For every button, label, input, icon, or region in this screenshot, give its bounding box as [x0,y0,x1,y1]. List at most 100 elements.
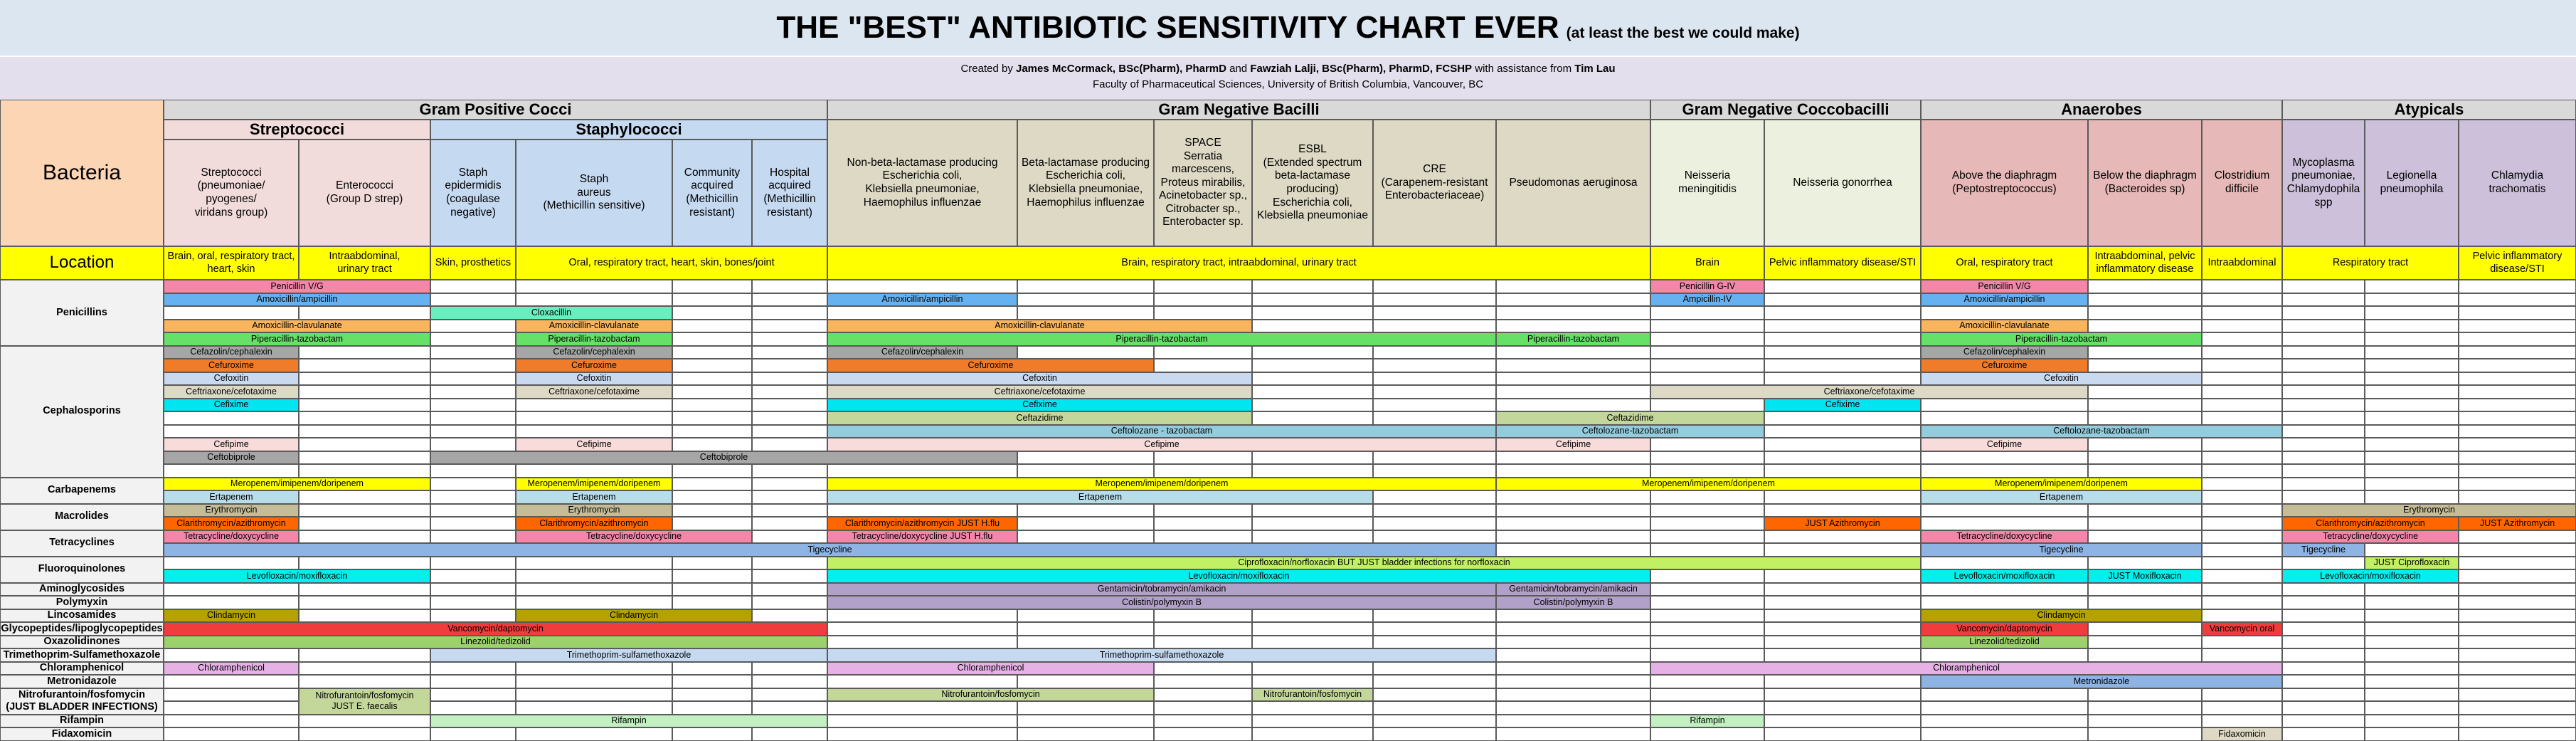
grid-cell [1373,345,1496,359]
grid-cell [2202,569,2282,583]
grid-cell [827,280,1017,293]
grid-cell [430,372,516,385]
grid-cell [2282,648,2365,662]
grid-cell [2365,319,2459,332]
grid-cell [1921,648,2088,662]
grid-cell [752,609,827,622]
grid-cell [672,569,752,583]
grid-cell [430,464,516,478]
grid-cell [2365,582,2459,596]
grid-cell [516,293,672,306]
grid-cell [2282,345,2365,359]
grid-cell [430,727,516,741]
coverage-bar: Clindamycin [164,609,299,622]
grid-cell [1650,503,1764,517]
grid-cell [2202,517,2282,530]
grid-cell [1017,675,1154,688]
grid-cell [1496,464,1650,478]
coverage-bar: Ceftobiprole [164,451,299,464]
coverage-bar: Cefazolin/cephalexin [1921,345,2088,359]
grid-cell [1154,727,1252,741]
antibiotic-class-label: Penicillins [0,280,164,346]
grid-cell [1496,622,1650,636]
grid-cell [752,345,827,359]
grid-cell [1252,714,1373,727]
faculty-line: Faculty of Pharmaceutical Sciences, Univ… [1092,78,1484,90]
coverage-bar: Clindamycin [1921,609,2202,622]
grid-cell [2282,727,2365,741]
grid-cell [299,306,430,320]
coverage-bar: Levofloxacin/moxifloxacin [2282,569,2459,583]
grid-cell [1252,306,1373,320]
grid-cell [1921,556,2088,569]
grid-cell [299,714,430,727]
grid-cell [1764,688,1921,701]
organism-header: Above the diaphragm (Peptostreptococcus) [1921,120,2088,246]
grid-cell [1764,345,1921,359]
organism-header: Beta-lactamase producing Escherichia col… [1017,120,1154,246]
grid-cell [672,372,752,385]
location-cell: Pelvic inflammatory disease/STI [1764,246,1921,280]
grid-cell [2459,451,2576,464]
grid-cell [752,675,827,688]
grid-cell [2282,596,2365,609]
grid-cell [1373,635,1496,648]
grid-cell [1252,464,1373,478]
grid-cell [1373,464,1496,478]
coverage-bar: Clarithromycin/azithromycin [2282,517,2459,530]
coverage-bar: Ceftolozane-tazobactam [1921,424,2282,438]
grid-cell [752,280,827,293]
grid-cell [827,675,1017,688]
grid-cell [1921,411,2088,425]
grid-cell [827,635,1017,648]
grid-cell [2282,556,2365,569]
grid-cell [672,424,752,438]
grid-cell [672,398,752,411]
grid-cell [2282,319,2365,332]
grid-cell [1252,293,1373,306]
grid-cell [1764,622,1921,636]
grid-cell [2088,306,2202,320]
grid-cell [1650,398,1764,411]
credits: Created by James McCormack, BSc(Pharm), … [0,57,2576,100]
grid-cell [1017,464,1154,478]
grid-cell [2202,398,2282,411]
grid-cell [164,596,299,609]
coverage-bar: Cefoxitin [827,372,1252,385]
grid-cell [2202,332,2282,346]
grid-cell [1764,293,1921,306]
grid-cell [1496,648,1650,662]
grid-cell [430,411,516,425]
coverage-bar: Cefuroxime [827,359,1154,372]
grid-cell [752,661,827,675]
grid-cell [430,582,516,596]
grid-cell [1373,306,1496,320]
grid-cell [1154,359,1252,372]
grid-cell [2365,661,2459,675]
antibiotic-class-label: Polymyxin [0,596,164,609]
grid-cell [2459,609,2576,622]
grid-cell [2459,556,2576,569]
grid-cell [516,701,672,715]
grid-cell [752,332,827,346]
grid-cell [1373,293,1496,306]
grid-cell [672,280,752,293]
sensitivity-grid: Bacteria Location Gram Positive Cocci Gram … [0,100,2576,741]
coverage-bar: Meropenem/imipenem/doripenem [1921,477,2202,490]
grid-cell [299,411,430,425]
grid-cell [1921,398,2088,411]
grid-cell [2459,372,2576,385]
grid-cell [1017,701,1154,715]
grid-cell [827,464,1017,478]
grid-cell [430,517,516,530]
grid-cell [1373,372,1496,385]
grid-cell [516,727,672,741]
coverage-bar: Cefazolin/cephalexin [827,345,1017,359]
grid-cell [1496,319,1650,332]
grid-cell [1154,701,1252,715]
grid-cell [752,372,827,385]
grid-cell [1764,359,1921,372]
grid-cell [2282,622,2365,636]
grid-cell [430,398,516,411]
grid-cell [672,385,752,399]
